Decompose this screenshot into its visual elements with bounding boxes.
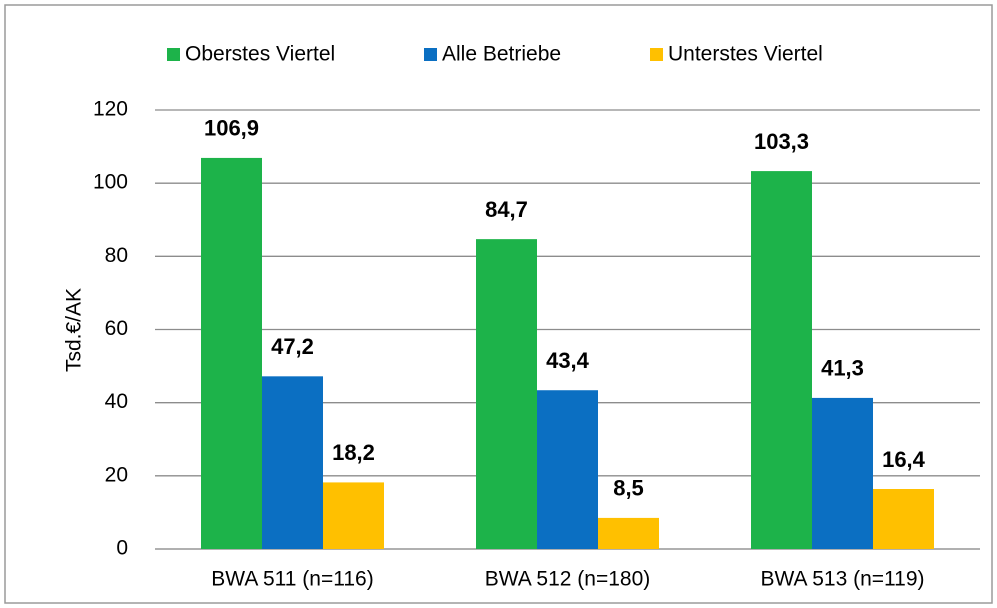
y-tick-label: 40	[105, 390, 128, 413]
data-label: 16,4	[882, 447, 926, 472]
data-label: 8,5	[613, 476, 644, 501]
legend-swatch	[167, 48, 180, 61]
y-tick-label: 60	[105, 317, 128, 340]
x-tick-label: BWA 512 (n=180)	[485, 568, 651, 591]
bar	[262, 376, 323, 549]
bar	[812, 397, 873, 549]
x-tick-label: BWA 513 (n=119)	[760, 568, 924, 591]
data-label: 84,7	[485, 197, 528, 222]
bar	[201, 157, 262, 549]
bar	[537, 390, 598, 549]
y-tick-label: 0	[116, 537, 128, 560]
data-label: 47,2	[271, 334, 314, 359]
bar	[323, 482, 384, 549]
y-tick-label: 80	[105, 244, 128, 267]
data-label: 18,2	[332, 440, 375, 465]
data-label: 41,3	[821, 356, 864, 381]
legend-label: Unterstes Viertel	[668, 43, 823, 66]
bar	[873, 489, 934, 549]
bar	[476, 239, 537, 549]
legend-swatch	[424, 48, 437, 61]
y-tick-label: 20	[105, 463, 128, 486]
y-axis-label: Tsd.€/AK	[63, 288, 86, 372]
data-label: 103,3	[754, 129, 809, 154]
data-label: 43,4	[546, 348, 590, 373]
x-tick-label: BWA 511 (n=116)	[211, 568, 373, 591]
legend-label: Alle Betriebe	[442, 43, 561, 66]
y-tick-label: 120	[93, 98, 128, 121]
bar	[751, 171, 812, 549]
bar	[598, 517, 659, 549]
y-tick-label: 100	[93, 171, 128, 194]
data-label: 106,9	[204, 116, 259, 141]
legend-label: Oberstes Viertel	[185, 43, 335, 66]
legend-swatch	[650, 48, 663, 61]
